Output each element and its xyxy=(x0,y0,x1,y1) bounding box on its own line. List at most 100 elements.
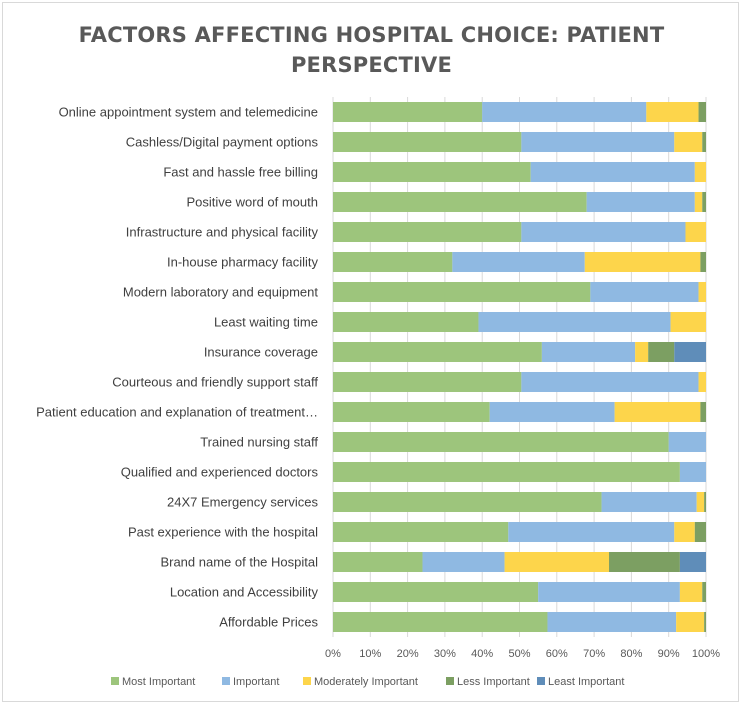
bar-segment xyxy=(698,372,706,392)
category-label: Online appointment system and telemedici… xyxy=(59,105,318,120)
bar-segment xyxy=(670,312,706,332)
legend-swatch xyxy=(537,677,545,685)
bar-segment xyxy=(700,402,706,422)
category-label: Modern laboratory and equipment xyxy=(123,285,319,300)
bar-segment xyxy=(333,462,680,482)
x-tick-label: 10% xyxy=(359,648,381,660)
bar-segment xyxy=(685,222,706,242)
category-label: Cashless/Digital payment options xyxy=(126,135,319,150)
legend: Most Important Important Moderately Import… xyxy=(111,676,624,688)
bar-segment xyxy=(538,582,680,602)
category-label: Positive word of mouth xyxy=(186,195,318,210)
legend-swatch xyxy=(111,677,119,685)
bar-segment xyxy=(333,492,602,512)
x-tick-label: 100% xyxy=(692,648,720,660)
category-label: Infrastructure and physical facility xyxy=(126,225,319,240)
bar-segment xyxy=(489,402,615,422)
bar-segment xyxy=(333,132,522,152)
bar-segment xyxy=(521,372,699,392)
category-label: Trained nursing staff xyxy=(200,435,318,450)
bar-segment xyxy=(333,402,490,422)
legend-label: Important xyxy=(233,676,279,688)
bar-segment xyxy=(422,552,505,572)
legend-label: Least Important xyxy=(548,676,624,688)
bar-segment xyxy=(704,492,706,512)
bar-segment xyxy=(333,432,669,452)
bar-segment xyxy=(333,552,423,572)
bar-segment xyxy=(541,342,636,362)
bar-segment xyxy=(694,192,703,212)
legend-label: Most Important xyxy=(122,676,195,688)
category-label: Affordable Prices xyxy=(219,615,318,630)
category-label: Brand name of the Hospital xyxy=(160,555,318,570)
bar-segment xyxy=(333,222,522,242)
legend-label: Moderately Important xyxy=(314,676,418,688)
x-tick-label: 20% xyxy=(397,648,419,660)
grid xyxy=(332,97,707,637)
bar-segment xyxy=(694,162,706,182)
bar-segment xyxy=(679,582,703,602)
bar-segment xyxy=(614,402,701,422)
chart-title-line-1: FACTORS AFFECTING HOSPITAL CHOICE: PATIE… xyxy=(78,23,665,47)
category-label: 24X7 Emergency services xyxy=(167,495,319,510)
bar-segment xyxy=(333,312,479,332)
bar-segment xyxy=(674,132,703,152)
bars xyxy=(333,102,706,632)
chart-title-line-2: PERSPECTIVE xyxy=(290,53,453,77)
bar-segment xyxy=(547,612,677,632)
bar-segment xyxy=(702,192,706,212)
bar-segment xyxy=(698,102,706,122)
x-tick-label: 70% xyxy=(583,648,605,660)
bar-segment xyxy=(333,612,548,632)
bar-segment xyxy=(590,282,699,302)
bar-segment xyxy=(333,282,591,302)
category-label: Fast and hassle free billing xyxy=(163,165,318,180)
category-label: Past experience with the hospital xyxy=(128,525,318,540)
category-label: Qualified and experienced doctors xyxy=(121,465,319,480)
bar-segment xyxy=(584,252,701,272)
bar-segment xyxy=(333,372,522,392)
category-label: Patient education and explanation of tre… xyxy=(36,405,318,420)
bar-segment xyxy=(635,342,649,362)
bar-segment xyxy=(694,522,706,542)
bar-segment xyxy=(702,132,706,152)
legend-label: Less Important xyxy=(457,676,530,688)
legend-swatch xyxy=(222,677,230,685)
bar-segment xyxy=(676,612,705,632)
x-tick-label: 0% xyxy=(325,648,341,660)
bar-segment xyxy=(646,102,699,122)
bar-segment xyxy=(674,342,706,362)
x-axis-ticks: 0% 10% 20% 30% 40% 50% 60% 70% 80% 90% 100% xyxy=(325,648,720,660)
bar-segment xyxy=(508,522,675,542)
bar-segment xyxy=(696,492,705,512)
bar-segment xyxy=(333,192,587,212)
category-label: Location and Accessibility xyxy=(170,585,319,600)
x-tick-label: 30% xyxy=(434,648,456,660)
bar-segment xyxy=(674,522,695,542)
bar-segment xyxy=(679,462,706,482)
x-tick-label: 90% xyxy=(658,648,680,660)
category-label: Insurance coverage xyxy=(204,345,318,360)
bar-segment xyxy=(333,162,531,182)
bar-segment xyxy=(530,162,695,182)
legend-swatch xyxy=(446,677,454,685)
bar-segment xyxy=(521,132,675,152)
bar-segment xyxy=(333,252,453,272)
x-tick-label: 80% xyxy=(620,648,642,660)
category-label: Least waiting time xyxy=(214,315,318,330)
bar-segment xyxy=(698,282,706,302)
category-label: Courteous and friendly support staff xyxy=(112,375,318,390)
bar-segment xyxy=(609,552,680,572)
bar-segment xyxy=(333,102,483,122)
bar-segment xyxy=(704,612,706,632)
bar-segment xyxy=(504,552,610,572)
bar-segment xyxy=(521,222,686,242)
x-tick-label: 50% xyxy=(508,648,530,660)
x-tick-label: 60% xyxy=(546,648,568,660)
bar-segment xyxy=(601,492,697,512)
x-tick-label: 40% xyxy=(471,648,493,660)
bar-segment xyxy=(679,552,706,572)
legend-swatch xyxy=(303,677,311,685)
bar-segment xyxy=(648,342,675,362)
